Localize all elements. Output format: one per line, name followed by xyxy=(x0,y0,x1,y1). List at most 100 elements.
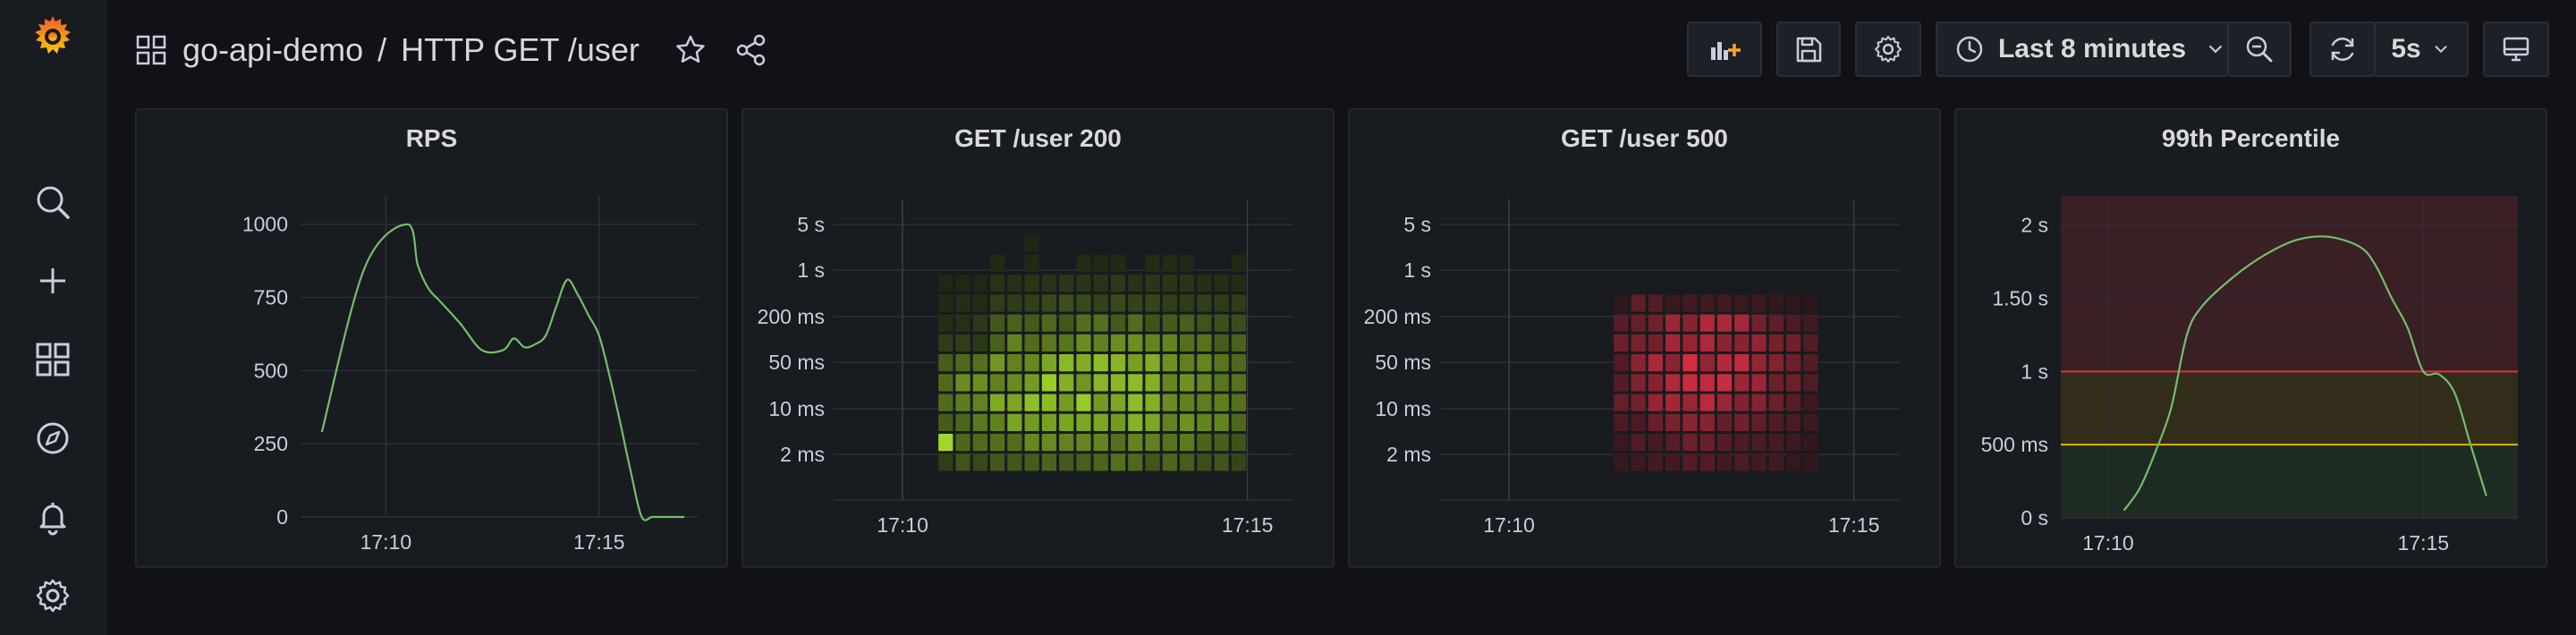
heatmap-cell xyxy=(955,314,970,332)
heatmap-cell xyxy=(1093,354,1108,372)
refresh-button[interactable] xyxy=(2309,21,2376,77)
panel-title[interactable]: RPS xyxy=(405,124,458,152)
heatmap-cell xyxy=(1024,294,1039,312)
heatmap-cell xyxy=(1231,314,1247,332)
share-icon[interactable] xyxy=(733,32,769,68)
heatmap-cell xyxy=(1093,254,1108,272)
heatmap-cell xyxy=(1786,334,1801,351)
heatmap-cell xyxy=(1214,334,1229,351)
heatmap-cell xyxy=(1803,394,1818,411)
heatmap-cell xyxy=(1110,374,1126,392)
heatmap-cell xyxy=(972,374,987,392)
plus-icon[interactable] xyxy=(31,259,74,302)
heatmap-cell xyxy=(1145,254,1160,272)
panel-rps[interactable]: RPS 0 250 500 750 1000 17:10 17:15 xyxy=(135,108,728,568)
heatmap-cell xyxy=(1214,434,1229,452)
heatmap-cell xyxy=(1786,354,1801,372)
heatmap-cell xyxy=(1180,294,1195,312)
heatmap-cell xyxy=(1665,374,1681,392)
heatmap-cell xyxy=(1786,294,1801,312)
heatmap-cell xyxy=(1076,394,1091,411)
time-range-picker[interactable]: Last 8 minutes xyxy=(1936,21,2229,77)
heatmap-cell xyxy=(1162,275,1177,292)
add-panel-button[interactable] xyxy=(1687,21,1762,77)
heatmap-200: 2 ms 10 ms 50 ms 200 ms 1 s 5 s 17:10 17:15 xyxy=(758,199,1293,537)
dashboard-title[interactable]: HTTP GET /user xyxy=(401,31,640,68)
y-tick-label: 250 xyxy=(254,432,288,455)
heatmap-cell xyxy=(1076,374,1091,392)
y-tick-label: 5 s xyxy=(1403,213,1431,236)
heatmap-cell xyxy=(1803,374,1818,392)
search-icon[interactable] xyxy=(31,181,74,224)
panel-title[interactable]: GET /user 500 xyxy=(1561,124,1728,152)
heatmap-cell xyxy=(989,254,1005,272)
heatmap-cell xyxy=(1024,314,1039,332)
heatmap-cell xyxy=(1734,453,1750,471)
heatmap-cell xyxy=(1768,294,1784,312)
heatmap-cell xyxy=(1059,275,1074,292)
explore-compass-icon[interactable] xyxy=(31,417,74,460)
heatmap-cell xyxy=(989,314,1005,332)
zoom-out-button[interactable] xyxy=(2227,21,2292,77)
save-dashboard-button[interactable] xyxy=(1776,21,1841,77)
heatmap-cell xyxy=(1665,354,1681,372)
heatmap-cell xyxy=(1682,434,1698,452)
heatmap-cell xyxy=(1145,453,1160,471)
settings-gear-icon[interactable] xyxy=(31,574,74,617)
heatmap-cell xyxy=(1699,434,1715,452)
heatmap-cell xyxy=(1631,394,1646,411)
heatmap-cell xyxy=(972,354,987,372)
heatmap-cell xyxy=(1128,413,1143,431)
y-tick-label: 5 s xyxy=(797,213,825,236)
heatmap-cell xyxy=(1024,453,1039,471)
heatmap-cell xyxy=(1162,354,1177,372)
heatmap-cell xyxy=(1682,413,1698,431)
heatmap-cell xyxy=(1093,314,1108,332)
heatmap-cell xyxy=(1180,374,1195,392)
heatmap-cell xyxy=(1786,434,1801,452)
heatmap-cell xyxy=(1128,275,1143,292)
heatmap-cell xyxy=(989,394,1005,411)
heatmap-cell xyxy=(1734,314,1750,332)
panel-get-user-200[interactable]: GET /user 200 2 ms 10 ms 50 ms 200 ms 1 s 5 s… xyxy=(741,108,1335,568)
y-tick-label: 1 s xyxy=(1403,258,1431,282)
heatmap-cell xyxy=(1162,413,1177,431)
heatmap-cell xyxy=(1803,434,1818,452)
panel-title[interactable]: GET /user 200 xyxy=(954,124,1122,152)
heatmap-cell xyxy=(1631,334,1646,351)
heatmap-cell xyxy=(1716,394,1733,411)
threshold-band-green xyxy=(2061,444,2518,518)
monitor-icon xyxy=(2503,37,2529,62)
heatmap-cell xyxy=(989,334,1005,351)
heatmap-cell xyxy=(1699,314,1715,332)
grafana-logo-icon[interactable] xyxy=(28,13,78,63)
dashboards-icon[interactable] xyxy=(31,338,74,381)
y-tick-label: 750 xyxy=(254,286,288,309)
heatmap-cell xyxy=(1024,374,1039,392)
heatmap-cell xyxy=(1093,374,1108,392)
folder-link[interactable]: go-api-demo xyxy=(182,31,364,68)
panel-get-user-500[interactable]: GET /user 500 2 ms 10 ms 50 ms 200 ms 1 s 5 s… xyxy=(1348,108,1941,568)
heatmap-cell xyxy=(1145,294,1160,312)
tv-mode-button[interactable] xyxy=(2483,21,2549,77)
alerting-bell-icon[interactable] xyxy=(31,495,74,538)
heatmap-cell xyxy=(1110,334,1126,351)
heatmap-cell xyxy=(1041,434,1057,452)
heatmap-cell xyxy=(1197,413,1212,431)
star-icon[interactable] xyxy=(673,32,708,68)
heatmap-cell xyxy=(972,434,987,452)
heatmap-cell xyxy=(1734,374,1750,392)
heatmap-cell xyxy=(1059,434,1074,452)
heatmap-cell xyxy=(1231,394,1247,411)
y-tick-label: 0 s xyxy=(2021,506,2048,529)
panel-99th-percentile[interactable]: 99th Percentile 0 s 500 ms 1 s 1.50 s 2 s 17:… xyxy=(1954,108,2547,568)
panel-title[interactable]: 99th Percentile xyxy=(2161,124,2341,152)
heatmap-cell xyxy=(1214,354,1229,372)
heatmap-cell xyxy=(1128,453,1143,471)
heatmap-cell xyxy=(1734,413,1750,431)
heatmap-cell xyxy=(1614,434,1629,452)
refresh-interval-picker[interactable]: 5s xyxy=(2374,21,2469,77)
heatmap-cell xyxy=(1614,334,1629,351)
dashboard-settings-button[interactable] xyxy=(1855,21,1921,77)
heatmap-cell xyxy=(1041,294,1057,312)
